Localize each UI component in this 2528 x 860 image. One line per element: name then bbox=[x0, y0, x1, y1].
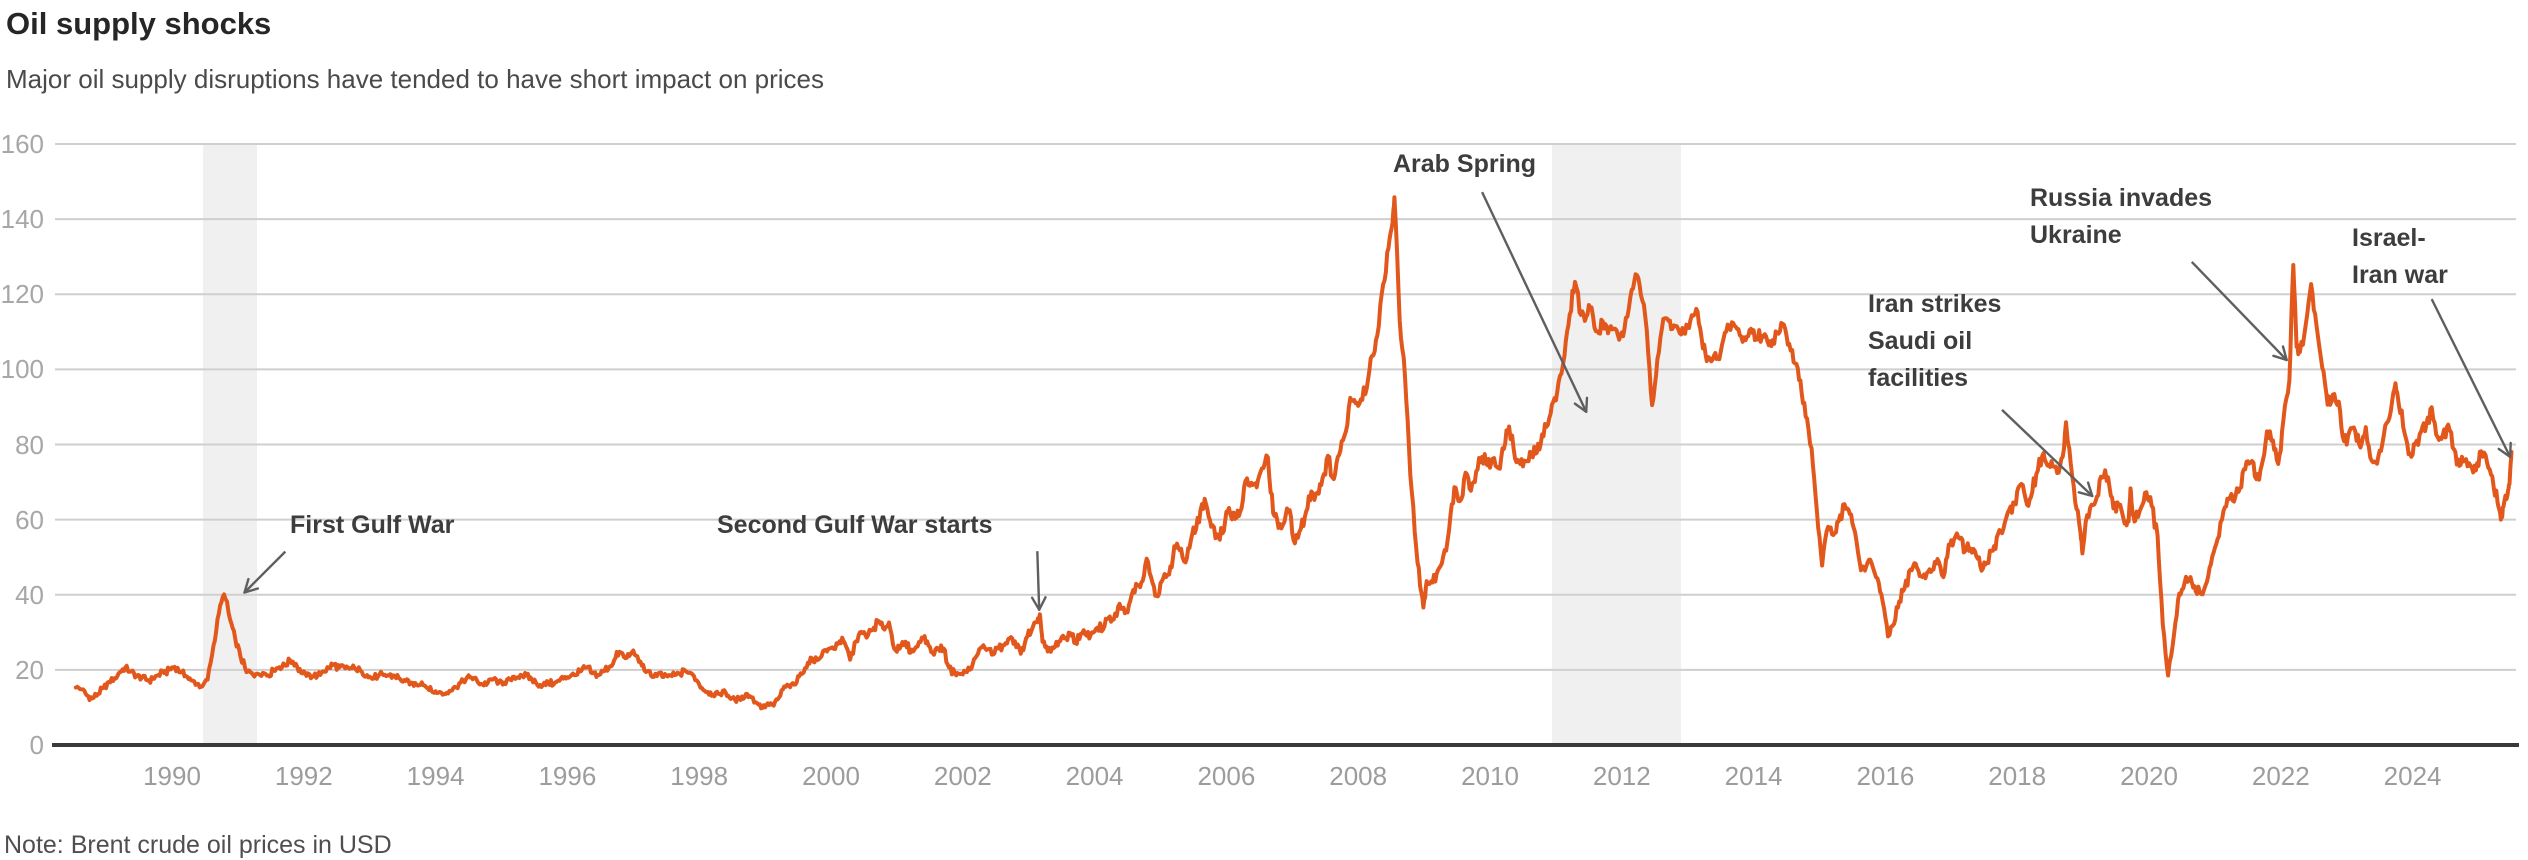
annotation-arrow bbox=[2190, 261, 2288, 362]
y-tick-label: 120 bbox=[0, 279, 44, 310]
x-tick-label: 1998 bbox=[670, 761, 729, 791]
y-tick-label: 80 bbox=[15, 429, 44, 460]
x-tick-label: 2010 bbox=[1461, 761, 1519, 791]
x-tick-label: 2018 bbox=[1988, 761, 2047, 791]
chart-subtitle: Major oil supply disruptions have tended… bbox=[6, 64, 824, 94]
event-annotation-line: Israel- bbox=[2352, 224, 2426, 252]
x-tick-label: 2022 bbox=[2251, 761, 2310, 791]
y-tick-label: 100 bbox=[0, 354, 44, 385]
annotation-arrow bbox=[243, 550, 287, 594]
event-annotation: Second Gulf War starts bbox=[717, 507, 993, 544]
annotation-arrow bbox=[2001, 409, 2094, 498]
y-tick-label: 0 bbox=[29, 730, 44, 760]
event-annotation-line: Saudi oil bbox=[1868, 327, 1973, 355]
event-annotation-line: facilities bbox=[1868, 364, 1969, 392]
x-tick-label: 2008 bbox=[1329, 761, 1388, 791]
x-tick-label: 2014 bbox=[1724, 761, 1783, 791]
event-annotation: Israel- Iran war bbox=[2352, 220, 2448, 294]
chart-note: Note: Brent crude oil prices in USD bbox=[4, 831, 392, 859]
event-annotation: Arab Spring bbox=[1393, 146, 1536, 183]
event-annotation: Russia invades Ukraine bbox=[2030, 180, 2212, 254]
x-tick-label: 2002 bbox=[933, 761, 992, 791]
x-tick-label: 2012 bbox=[1592, 761, 1651, 791]
annotation-arrow bbox=[1481, 191, 1589, 413]
event-annotation: First Gulf War bbox=[290, 507, 454, 544]
event-annotation-line: Arab Spring bbox=[1393, 150, 1537, 178]
chart-title: Oil supply shocks bbox=[6, 6, 272, 41]
x-tick-label: 1990 bbox=[143, 761, 201, 791]
x-tick-label: 2024 bbox=[2383, 761, 2442, 791]
x-tick-label: 2006 bbox=[1197, 761, 1256, 791]
y-tick-label: 20 bbox=[15, 654, 44, 685]
y-tick-label: 160 bbox=[0, 129, 44, 159]
y-tick-label: 60 bbox=[15, 504, 44, 535]
event-annotation: Iran strikes Saudi oil facilities bbox=[1868, 286, 2001, 397]
x-tick-label: 2004 bbox=[1065, 761, 1124, 791]
x-tick-label: 2000 bbox=[802, 761, 860, 791]
x-tick-label: 1992 bbox=[274, 761, 333, 791]
event-annotation-line: First Gulf War bbox=[290, 511, 455, 539]
event-annotation-line: Ukraine bbox=[2030, 221, 2122, 249]
y-tick-label: 40 bbox=[15, 579, 44, 610]
x-tick-label: 2020 bbox=[2120, 761, 2178, 791]
x-tick-label: 1994 bbox=[406, 761, 465, 791]
x-tick-label: 1996 bbox=[538, 761, 597, 791]
annotation-arrow bbox=[1030, 551, 1047, 611]
event-annotation-line: Second Gulf War starts bbox=[717, 511, 993, 539]
event-annotation-line: Iran war bbox=[2352, 261, 2448, 289]
x-tick-label: 2016 bbox=[1856, 761, 1915, 791]
y-tick-label: 140 bbox=[0, 204, 44, 235]
event-annotation-line: Russia invades bbox=[2030, 184, 2213, 212]
brent-price-line bbox=[73, 195, 2514, 711]
annotation-arrow bbox=[2430, 298, 2512, 459]
event-annotation-line: Iran strikes bbox=[1868, 290, 2002, 318]
